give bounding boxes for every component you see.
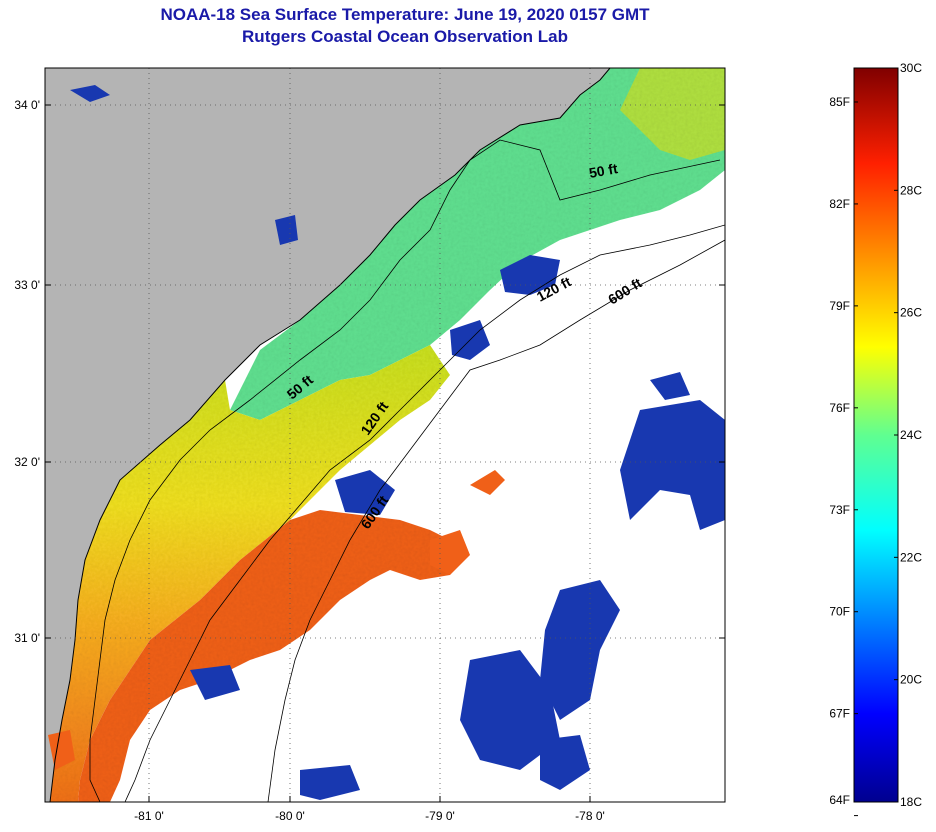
cloud-patch	[650, 372, 690, 400]
sst-warm-band	[50, 345, 450, 802]
map-ticks	[45, 104, 725, 802]
sst-hot-plume	[78, 510, 460, 802]
coastline	[49, 68, 611, 802]
map-frame	[44, 67, 726, 803]
cloud-patch	[300, 765, 360, 800]
cloud-patch	[70, 85, 110, 102]
contour-label-50ft-north: 50 ft	[588, 160, 619, 181]
sst-field	[50, 68, 725, 802]
lon-label: -80 0'	[275, 809, 305, 823]
sst-cool-band	[230, 68, 725, 420]
cloud-patch	[540, 580, 620, 720]
map-grid	[45, 68, 725, 802]
lon-label: -79 0'	[425, 809, 455, 823]
lat-label: 33 0'	[14, 278, 40, 292]
cloud-patch	[335, 470, 395, 515]
land-area	[45, 68, 610, 802]
contour-120ft	[124, 224, 725, 802]
contour-600ft	[267, 239, 725, 802]
cloud-patch	[190, 665, 240, 700]
cloud-patch	[620, 400, 725, 530]
lat-label: 32 0'	[14, 455, 40, 469]
lon-label: -78 0'	[575, 809, 605, 823]
lat-label: 34 0'	[14, 98, 40, 112]
cloud-patch	[275, 215, 298, 245]
lon-label: -81 0'	[134, 809, 164, 823]
cloud-patch	[540, 735, 590, 790]
map-title: NOAA-18 Sea Surface Temperature: June 19…	[160, 5, 650, 24]
sst-offshore-north	[620, 68, 725, 160]
warm-patch	[470, 470, 505, 495]
map-subtitle: Rutgers Coastal Ocean Observation Lab	[242, 27, 568, 46]
cloud-patch	[460, 650, 560, 770]
lat-label: 31 0'	[14, 631, 40, 645]
contour-50ft	[89, 139, 721, 802]
